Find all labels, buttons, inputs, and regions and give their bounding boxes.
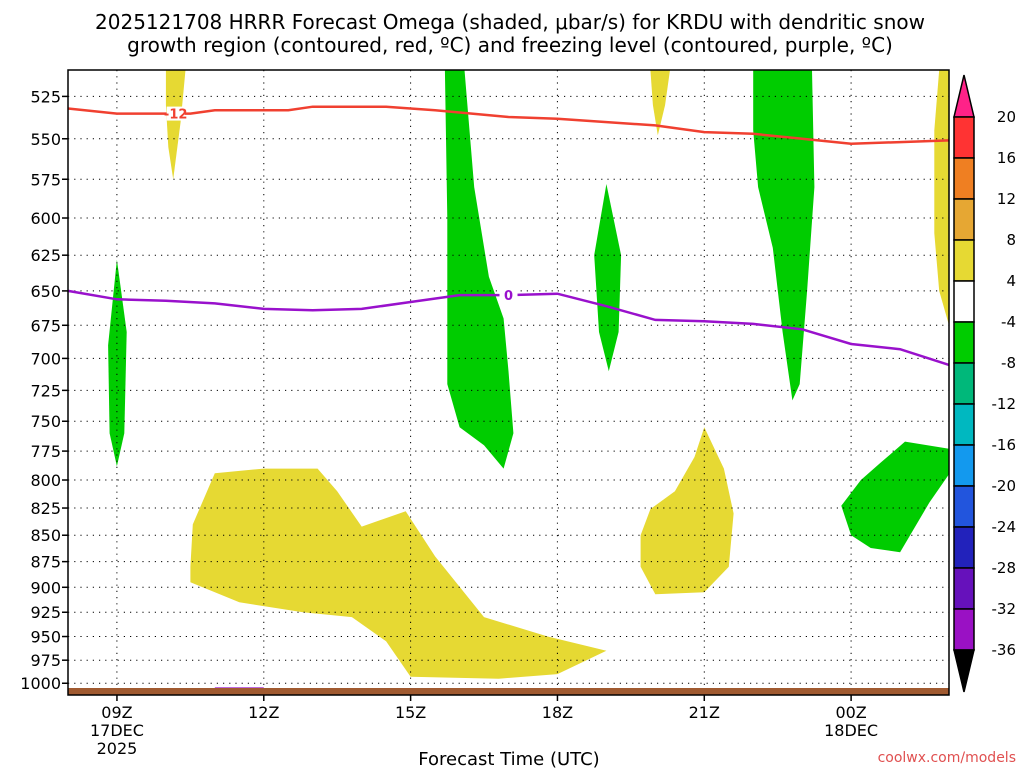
dotted-grid xyxy=(68,70,949,695)
y-tick-label-975: 975 xyxy=(30,651,61,670)
colorbar-bin-11 xyxy=(953,526,975,569)
colorbar-label--32: -32 xyxy=(992,600,1017,618)
chart-title-line1: 2025121708 HRRR Forecast Omega (shaded, … xyxy=(95,10,925,34)
omega-shaded-regions xyxy=(108,70,949,679)
colorbar-label-20: 20 xyxy=(997,108,1016,126)
omega-region-2 xyxy=(165,70,186,180)
colorbar-label-4: 4 xyxy=(1006,272,1016,290)
colorbar-bin-7 xyxy=(953,362,975,405)
colorbar-bin-3 xyxy=(953,198,975,241)
y-tick-label-725: 725 xyxy=(30,381,61,400)
colorbar-label--20: -20 xyxy=(992,477,1017,495)
colorbar-bin-1 xyxy=(953,116,975,159)
colorbar-bin-9 xyxy=(953,444,975,487)
omega-region-7 xyxy=(934,70,949,326)
y-tick-label-875: 875 xyxy=(30,553,61,572)
omega-region-4 xyxy=(594,184,622,372)
y-tick-label-750: 750 xyxy=(30,412,61,431)
x-axis-label: Forecast Time (UTC) xyxy=(418,749,599,768)
omega-region-9 xyxy=(640,427,734,595)
y-tick-label-775: 775 xyxy=(30,442,61,461)
y-tick-label-625: 625 xyxy=(30,246,61,265)
y-tick-label-675: 675 xyxy=(30,316,61,335)
colorbar-bin-13 xyxy=(953,608,975,651)
omega-region-6 xyxy=(753,70,815,401)
plot-frame xyxy=(67,69,950,696)
dendritic-contour-label: -12 xyxy=(164,108,188,123)
colorbar-bin-8 xyxy=(953,403,975,446)
colorbar-bottom-arrow xyxy=(953,649,975,693)
colorbar-label--8: -8 xyxy=(1001,354,1016,372)
freezing-contour-label: 0 xyxy=(504,289,513,304)
colorbar-bin-10 xyxy=(953,485,975,528)
colorbar-label-12: 12 xyxy=(997,190,1016,208)
x-tick-year-09Z: 2025 xyxy=(97,739,138,758)
y-tick-label-525: 525 xyxy=(30,87,61,106)
omega-region-3 xyxy=(444,70,514,469)
y-axis-ticks: 525 550 575 600 625 650 675 700 725 750 775 800 825 8… xyxy=(20,87,68,693)
colorbar-bin-5 xyxy=(953,280,975,323)
colorbar-label-16: 16 xyxy=(997,149,1016,167)
y-tick-label-800: 800 xyxy=(30,471,61,490)
y-tick-label-825: 825 xyxy=(30,499,61,518)
x-tick-sublabel-00Z: 18DEC xyxy=(824,721,878,740)
dendritic-contour-line xyxy=(67,105,950,145)
chart-title-line2: growth region (contoured, red, ºC) and f… xyxy=(127,33,893,57)
x-tick-label-15Z: 15Z xyxy=(395,703,426,722)
dendritic-contour-label-bg xyxy=(166,106,185,121)
x-tick-label-18Z: 18Z xyxy=(542,703,573,722)
colorbar-bin-12 xyxy=(953,567,975,610)
credit-link[interactable]: coolwx.com/models xyxy=(878,750,1016,766)
x-tick-label-09Z: 09Z xyxy=(101,703,132,722)
colorbar-label--24: -24 xyxy=(992,518,1017,536)
x-tick-label-12Z: 12Z xyxy=(248,703,279,722)
colorbar-label--12: -12 xyxy=(992,395,1017,413)
y-tick-label-575: 575 xyxy=(30,170,61,189)
omega-region-5 xyxy=(650,70,670,136)
colorbar-bin-4 xyxy=(953,239,975,282)
freezing-contour-label-bg xyxy=(499,288,518,303)
colorbar-label--4: -4 xyxy=(1001,313,1016,331)
ground-strip xyxy=(68,688,949,695)
color-bar: 20 16 12 8 4 -4 -8 -12 -16 -20 -24 -28 -32 -36 xyxy=(953,74,1017,693)
omega-region-8 xyxy=(190,468,607,679)
y-tick-label-550: 550 xyxy=(30,130,61,149)
y-tick-label-850: 850 xyxy=(30,526,61,545)
colorbar-bin-6 xyxy=(953,321,975,364)
omega-region-10 xyxy=(841,441,949,553)
colorbar-label--16: -16 xyxy=(992,436,1017,454)
colorbar-label--28: -28 xyxy=(992,559,1017,577)
y-tick-label-925: 925 xyxy=(30,603,61,622)
omega-region-1 xyxy=(108,259,127,467)
x-tick-label-00Z: 00Z xyxy=(835,703,866,722)
y-tick-label-650: 650 xyxy=(30,282,61,301)
colorbar-label--36: -36 xyxy=(992,641,1017,659)
ground-fill xyxy=(68,688,949,695)
colorbar-bin-2 xyxy=(953,157,975,200)
colorbar-label-8: 8 xyxy=(1006,231,1016,249)
y-tick-label-1000: 1000 xyxy=(20,674,61,693)
y-tick-label-900: 900 xyxy=(30,578,61,597)
x-tick-sublabel-09Z: 17DEC xyxy=(90,721,144,740)
y-tick-label-700: 700 xyxy=(30,349,61,368)
colorbar-top-arrow xyxy=(953,74,975,118)
y-tick-label-950: 950 xyxy=(30,628,61,647)
y-tick-label-600: 600 xyxy=(30,209,61,228)
x-tick-label-21Z: 21Z xyxy=(689,703,720,722)
